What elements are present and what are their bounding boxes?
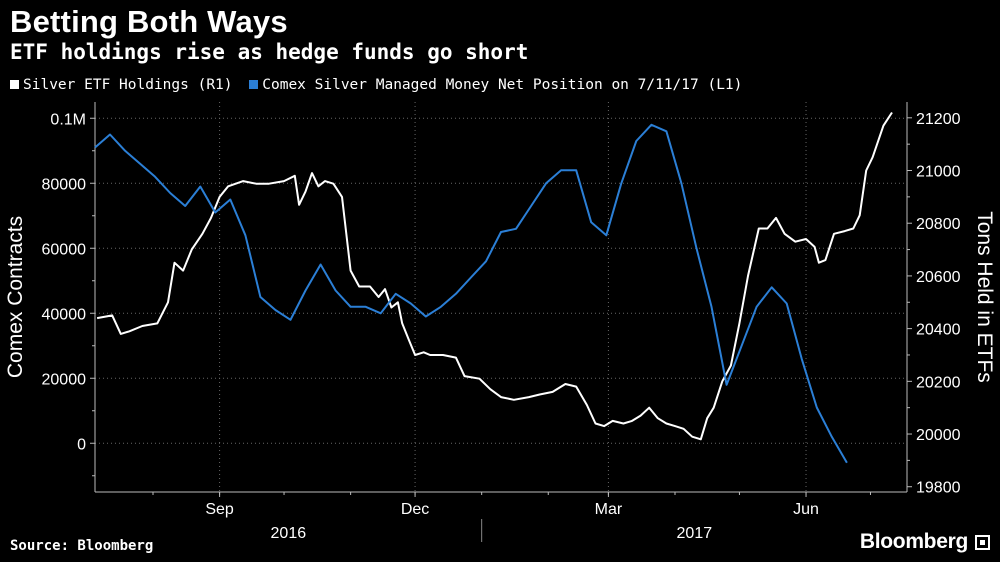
x-tick-label: Mar	[595, 501, 623, 518]
right-tick-label: 20200	[916, 374, 961, 391]
right-tick-label: 20000	[916, 427, 961, 444]
right-axis-title: Tons Held in ETFs	[973, 211, 996, 383]
legend-label-etf: Silver ETF Holdings (R1)	[23, 77, 233, 93]
source-note: Source: Bloomberg	[10, 538, 154, 554]
chart-title: Betting Both Ways	[10, 4, 288, 39]
legend-swatch-etf	[10, 80, 19, 89]
axis-labels: 0 20000 40000 60000 80000 0.1M 19800 20000 20200…	[4, 111, 996, 542]
left-tick-label: 40000	[42, 306, 87, 323]
bloomberg-logo: Bloomberg	[859, 530, 968, 553]
right-tick-label: 20600	[916, 269, 961, 286]
legend-swatch-comex	[249, 80, 259, 89]
chart-subtitle: ETF holdings rise as hedge funds go shor…	[10, 40, 529, 64]
series-line-etf-holdings	[96, 111, 893, 441]
right-tick-label: 20800	[916, 216, 961, 233]
series-line-comex-net-position	[94, 123, 848, 464]
grid-lines	[95, 102, 907, 492]
left-tick-label: 0	[77, 436, 86, 453]
axes	[90, 102, 912, 542]
right-tick-label: 21200	[916, 111, 961, 128]
left-tick-label: 60000	[42, 241, 87, 258]
legend-item-etf: Silver ETF Holdings (R1)	[10, 77, 233, 93]
x-tick-label: Dec	[401, 501, 429, 518]
year-label: 2016	[271, 525, 307, 542]
right-tick-label: 20400	[916, 322, 961, 339]
legend-label-comex: Comex Silver Managed Money Net Position …	[262, 77, 743, 93]
series-lines	[94, 111, 893, 464]
left-tick-label: 20000	[42, 371, 87, 388]
right-tick-label: 21000	[916, 164, 961, 181]
left-tick-label: 0.1M	[50, 111, 86, 128]
year-label: 2017	[677, 525, 713, 542]
bloomberg-mark-icon	[975, 535, 990, 550]
right-tick-label: 19800	[916, 480, 961, 497]
legend-item-comex: Comex Silver Managed Money Net Position …	[249, 77, 742, 93]
x-tick-label: Jun	[793, 501, 819, 518]
left-axis-title: Comex Contracts	[4, 216, 27, 378]
chart-legend: Silver ETF Holdings (R1) Comex Silver Ma…	[10, 77, 750, 93]
x-tick-label: Sep	[205, 501, 234, 518]
left-tick-label: 80000	[42, 176, 87, 193]
